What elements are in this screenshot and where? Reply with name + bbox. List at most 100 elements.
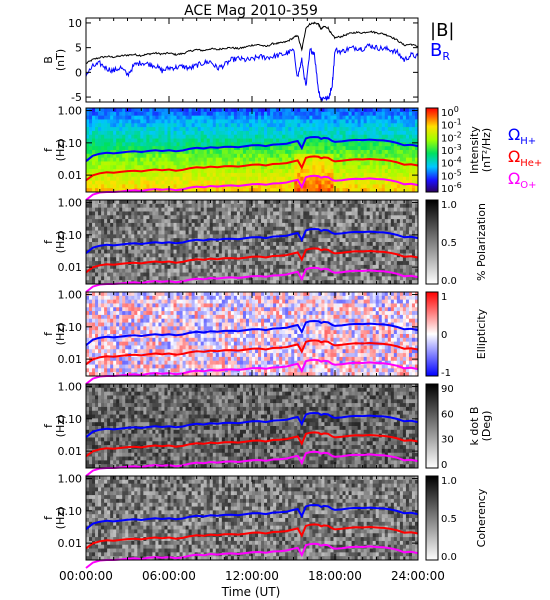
heatmap-cell [119,146,123,151]
heatmap-cell [188,222,193,228]
heatmap-cell [267,134,271,139]
heatmap-cell [92,230,96,235]
heatmap-cell [294,161,298,166]
heatmap-cell [333,127,337,132]
heatmap-cell [143,108,147,113]
heatmap-cell [86,368,90,373]
heatmap-cell [372,108,377,113]
heatmap-cell [209,138,214,143]
heatmap-cell [92,138,96,143]
heatmap-cell [170,172,174,178]
heatmap-cell [233,242,238,247]
heatmap-cell [212,203,217,209]
heatmap-cell [405,180,410,185]
heatmap-cell [300,280,304,285]
heatmap-cell [215,211,220,216]
heatmap-cell [330,169,334,174]
heatmap-cell [182,157,186,162]
heatmap-cell [245,123,250,128]
heatmap-cell [408,280,413,285]
heatmap-cell [372,207,377,212]
heatmap-cell [95,330,99,335]
heatmap-cell [288,115,292,120]
heatmap-cell [116,142,120,147]
heatmap-cell [152,215,156,220]
heatmap-cell [279,123,283,128]
heatmap-cell [188,230,193,235]
heatmap-cell [378,111,383,117]
heatmap-cell [212,249,217,254]
heatmap-cell [218,123,223,128]
heatmap-cell [128,108,132,113]
heatmap-cell [134,165,138,170]
heatmap-cell [333,134,337,139]
heatmap-cell [239,115,244,120]
heatmap-cell [221,119,226,124]
heatmap-cell [345,207,349,212]
heatmap-cell [336,238,340,243]
heatmap-cell [411,276,416,281]
heatmap-cell [324,264,328,270]
heatmap-cell [393,200,398,205]
heatmap-cell [233,200,238,205]
heatmap-cell [167,245,171,251]
heatmap-cell [146,138,150,143]
heatmap-cell [342,134,346,139]
heatmap-cell [155,222,159,228]
heatmap-cell [98,230,102,235]
heatmap-cell [258,130,262,136]
heatmap-cell [342,142,346,147]
heatmap-cell [393,115,398,120]
heatmap-cell [381,238,386,243]
heatmap-cell [324,230,328,235]
heatmap-cell [258,176,262,181]
heatmap-cell [95,111,99,117]
heatmap-cell [324,280,328,285]
heatmap-cell [252,138,256,143]
heatmap-cell [140,226,144,231]
heatmap-cell [143,226,147,231]
heatmap-cell [131,165,135,170]
heatmap-cell [182,184,186,189]
heatmap-cell [393,222,398,228]
heatmap-cell [258,172,262,178]
heatmap-cell [95,222,99,228]
heatmap-cell [405,127,410,132]
heatmap-cell [276,115,280,120]
heatmap-cell [291,172,295,178]
heatmap-cell [152,153,156,159]
heatmap-cell [279,150,283,155]
heatmap-cell [119,157,123,162]
heatmap-cell [137,130,141,136]
heatmap-cell [221,234,226,239]
chart-title: ACE Mag 2010-359 [184,3,318,19]
heatmap-cell [381,161,386,166]
heatmap-cell [381,123,386,128]
heatmap-cell [339,203,343,209]
heatmap-cell [270,268,274,273]
heatmap-cell [179,123,183,128]
heatmap-cell [279,138,283,143]
heatmap-cell [342,219,346,224]
heatmap-cell [309,268,313,273]
heatmap-cell [110,272,114,277]
heatmap-cell [224,176,229,181]
heatmap-cell [408,150,413,155]
heatmap-cell [288,280,292,285]
heatmap-cell [92,165,96,170]
heatmap-cell [101,172,105,178]
heatmap-cell [312,268,316,273]
heatmap-cell [227,280,232,285]
heatmap-cell [200,111,205,117]
gyrofrequency-line-he [85,155,419,182]
heatmap-cell [107,219,111,224]
heatmap-cell [203,108,208,113]
heatmap-cell [212,280,217,285]
heatmap-cell [270,138,274,143]
heatmap-cell [294,188,298,193]
heatmap-cell [224,111,229,117]
heatmap-cell [176,157,180,162]
heatmap-cell [128,138,132,143]
heatmap-cell [146,257,150,262]
heatmap-cell [252,176,256,181]
